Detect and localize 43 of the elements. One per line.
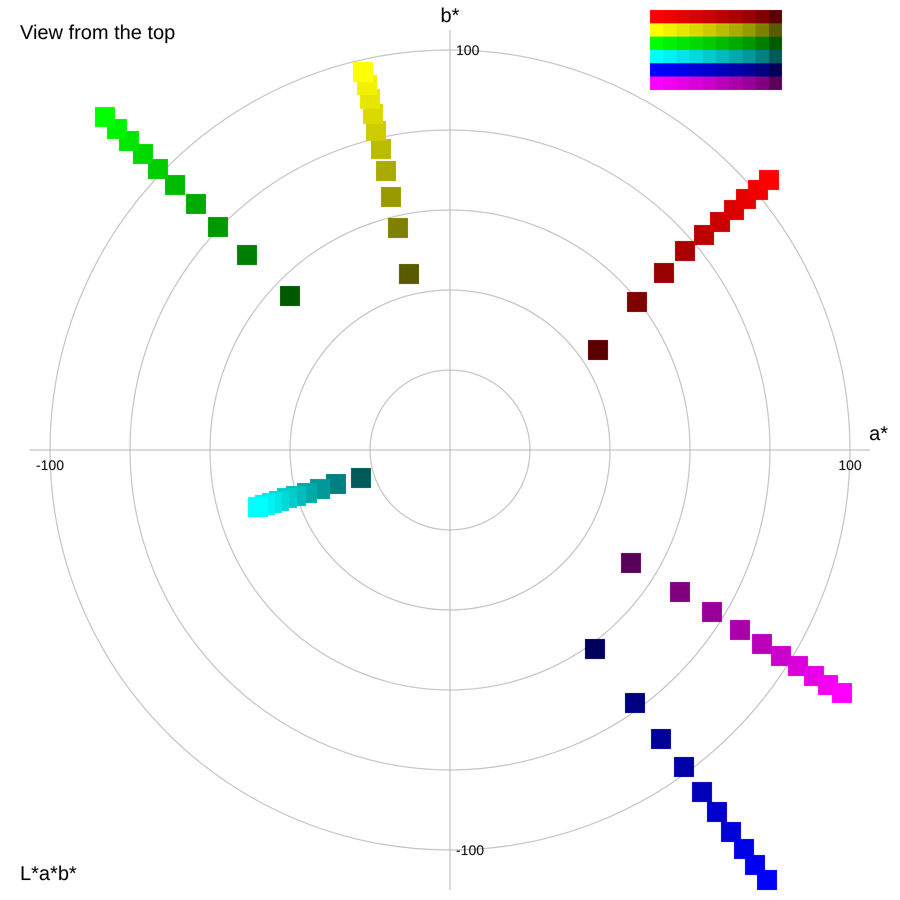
point <box>237 245 257 265</box>
point <box>376 161 396 181</box>
point <box>186 194 206 214</box>
annotation: L*a*b* <box>20 863 77 885</box>
point <box>588 340 608 360</box>
point <box>280 286 300 306</box>
point <box>771 646 791 666</box>
point <box>165 175 185 195</box>
point <box>721 822 741 842</box>
point <box>651 729 671 749</box>
point <box>388 218 408 238</box>
point <box>351 468 371 488</box>
point <box>752 634 772 654</box>
point <box>654 263 674 283</box>
point <box>208 217 228 237</box>
point <box>399 264 419 284</box>
point <box>675 241 695 261</box>
point <box>148 159 168 179</box>
chart-title: View from the top <box>20 22 176 44</box>
x-axis-title: a* <box>869 423 888 445</box>
point <box>788 656 808 676</box>
point <box>757 870 777 890</box>
point <box>381 187 401 207</box>
point <box>621 553 641 573</box>
y-axis-title: b* <box>440 5 460 27</box>
point <box>627 292 647 312</box>
point <box>674 757 694 777</box>
point <box>625 693 645 713</box>
point <box>694 225 714 245</box>
point <box>745 855 765 875</box>
point <box>759 170 779 190</box>
point <box>707 802 727 822</box>
point <box>692 782 712 802</box>
point <box>702 602 722 622</box>
point <box>371 139 391 159</box>
point <box>353 62 373 82</box>
point <box>95 107 115 127</box>
point <box>734 839 754 859</box>
point <box>730 620 750 640</box>
point <box>832 683 852 703</box>
point <box>670 582 690 602</box>
point <box>585 639 605 659</box>
point <box>248 497 268 517</box>
